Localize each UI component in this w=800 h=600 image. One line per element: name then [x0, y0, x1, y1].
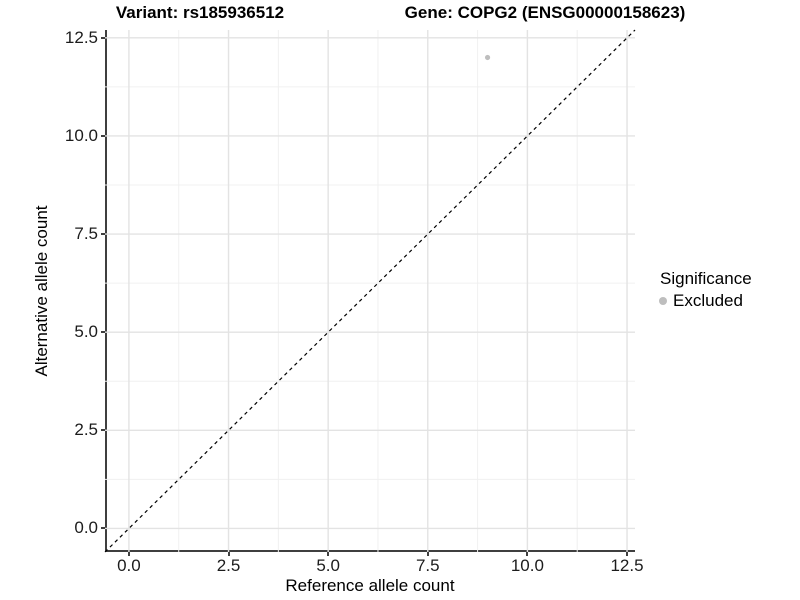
- y-tick-mark: [101, 527, 105, 530]
- variant-title: Variant: rs185936512: [115, 3, 285, 22]
- data-point: [484, 54, 491, 61]
- x-tick-mark: [327, 552, 330, 556]
- x-tick-label: 12.5: [610, 556, 644, 575]
- y-tick-label: 10.0: [64, 125, 98, 145]
- legend-title: Significance: [660, 269, 752, 288]
- x-tick-mark: [127, 552, 130, 556]
- y-tick-label: 5.0: [74, 322, 98, 342]
- x-tick-label: 5.0: [316, 556, 340, 575]
- y-tick-label: 12.5: [64, 27, 98, 47]
- x-tick-label: 2.5: [216, 556, 241, 575]
- x-tick-label: 10.0: [510, 556, 544, 575]
- y-tick-label: 7.5: [74, 224, 98, 244]
- plot-canvas: [104, 29, 636, 553]
- legend: Significance Excluded: [656, 269, 752, 311]
- x-axis-title: Reference allele count: [285, 576, 455, 595]
- y-tick-label: 2.5: [74, 420, 98, 440]
- x-tick-mark: [227, 552, 230, 556]
- y-tick-mark: [101, 233, 105, 236]
- x-tick-mark: [626, 552, 629, 556]
- legend-item: Excluded: [656, 291, 752, 311]
- y-tick-mark: [101, 331, 105, 334]
- legend-point-marker-icon: [659, 297, 667, 305]
- y-tick-mark: [101, 429, 105, 432]
- x-tick-mark: [426, 552, 429, 556]
- x-tick-label: 7.5: [415, 556, 440, 575]
- y-axis-title: Alternative allele count: [32, 205, 51, 377]
- identity-dashed-line: [104, 29, 636, 553]
- y-tick-mark: [101, 134, 105, 137]
- y-tick-mark: [101, 36, 105, 39]
- x-tick-label: 0.0: [117, 556, 141, 575]
- y-tick-label: 0.0: [74, 518, 98, 538]
- legend-item-label: Excluded: [673, 291, 743, 310]
- x-tick-mark: [526, 552, 529, 556]
- plot-panel: [104, 29, 636, 553]
- gene-title: Gene: COPG2 (ENSG00000158623): [404, 3, 686, 22]
